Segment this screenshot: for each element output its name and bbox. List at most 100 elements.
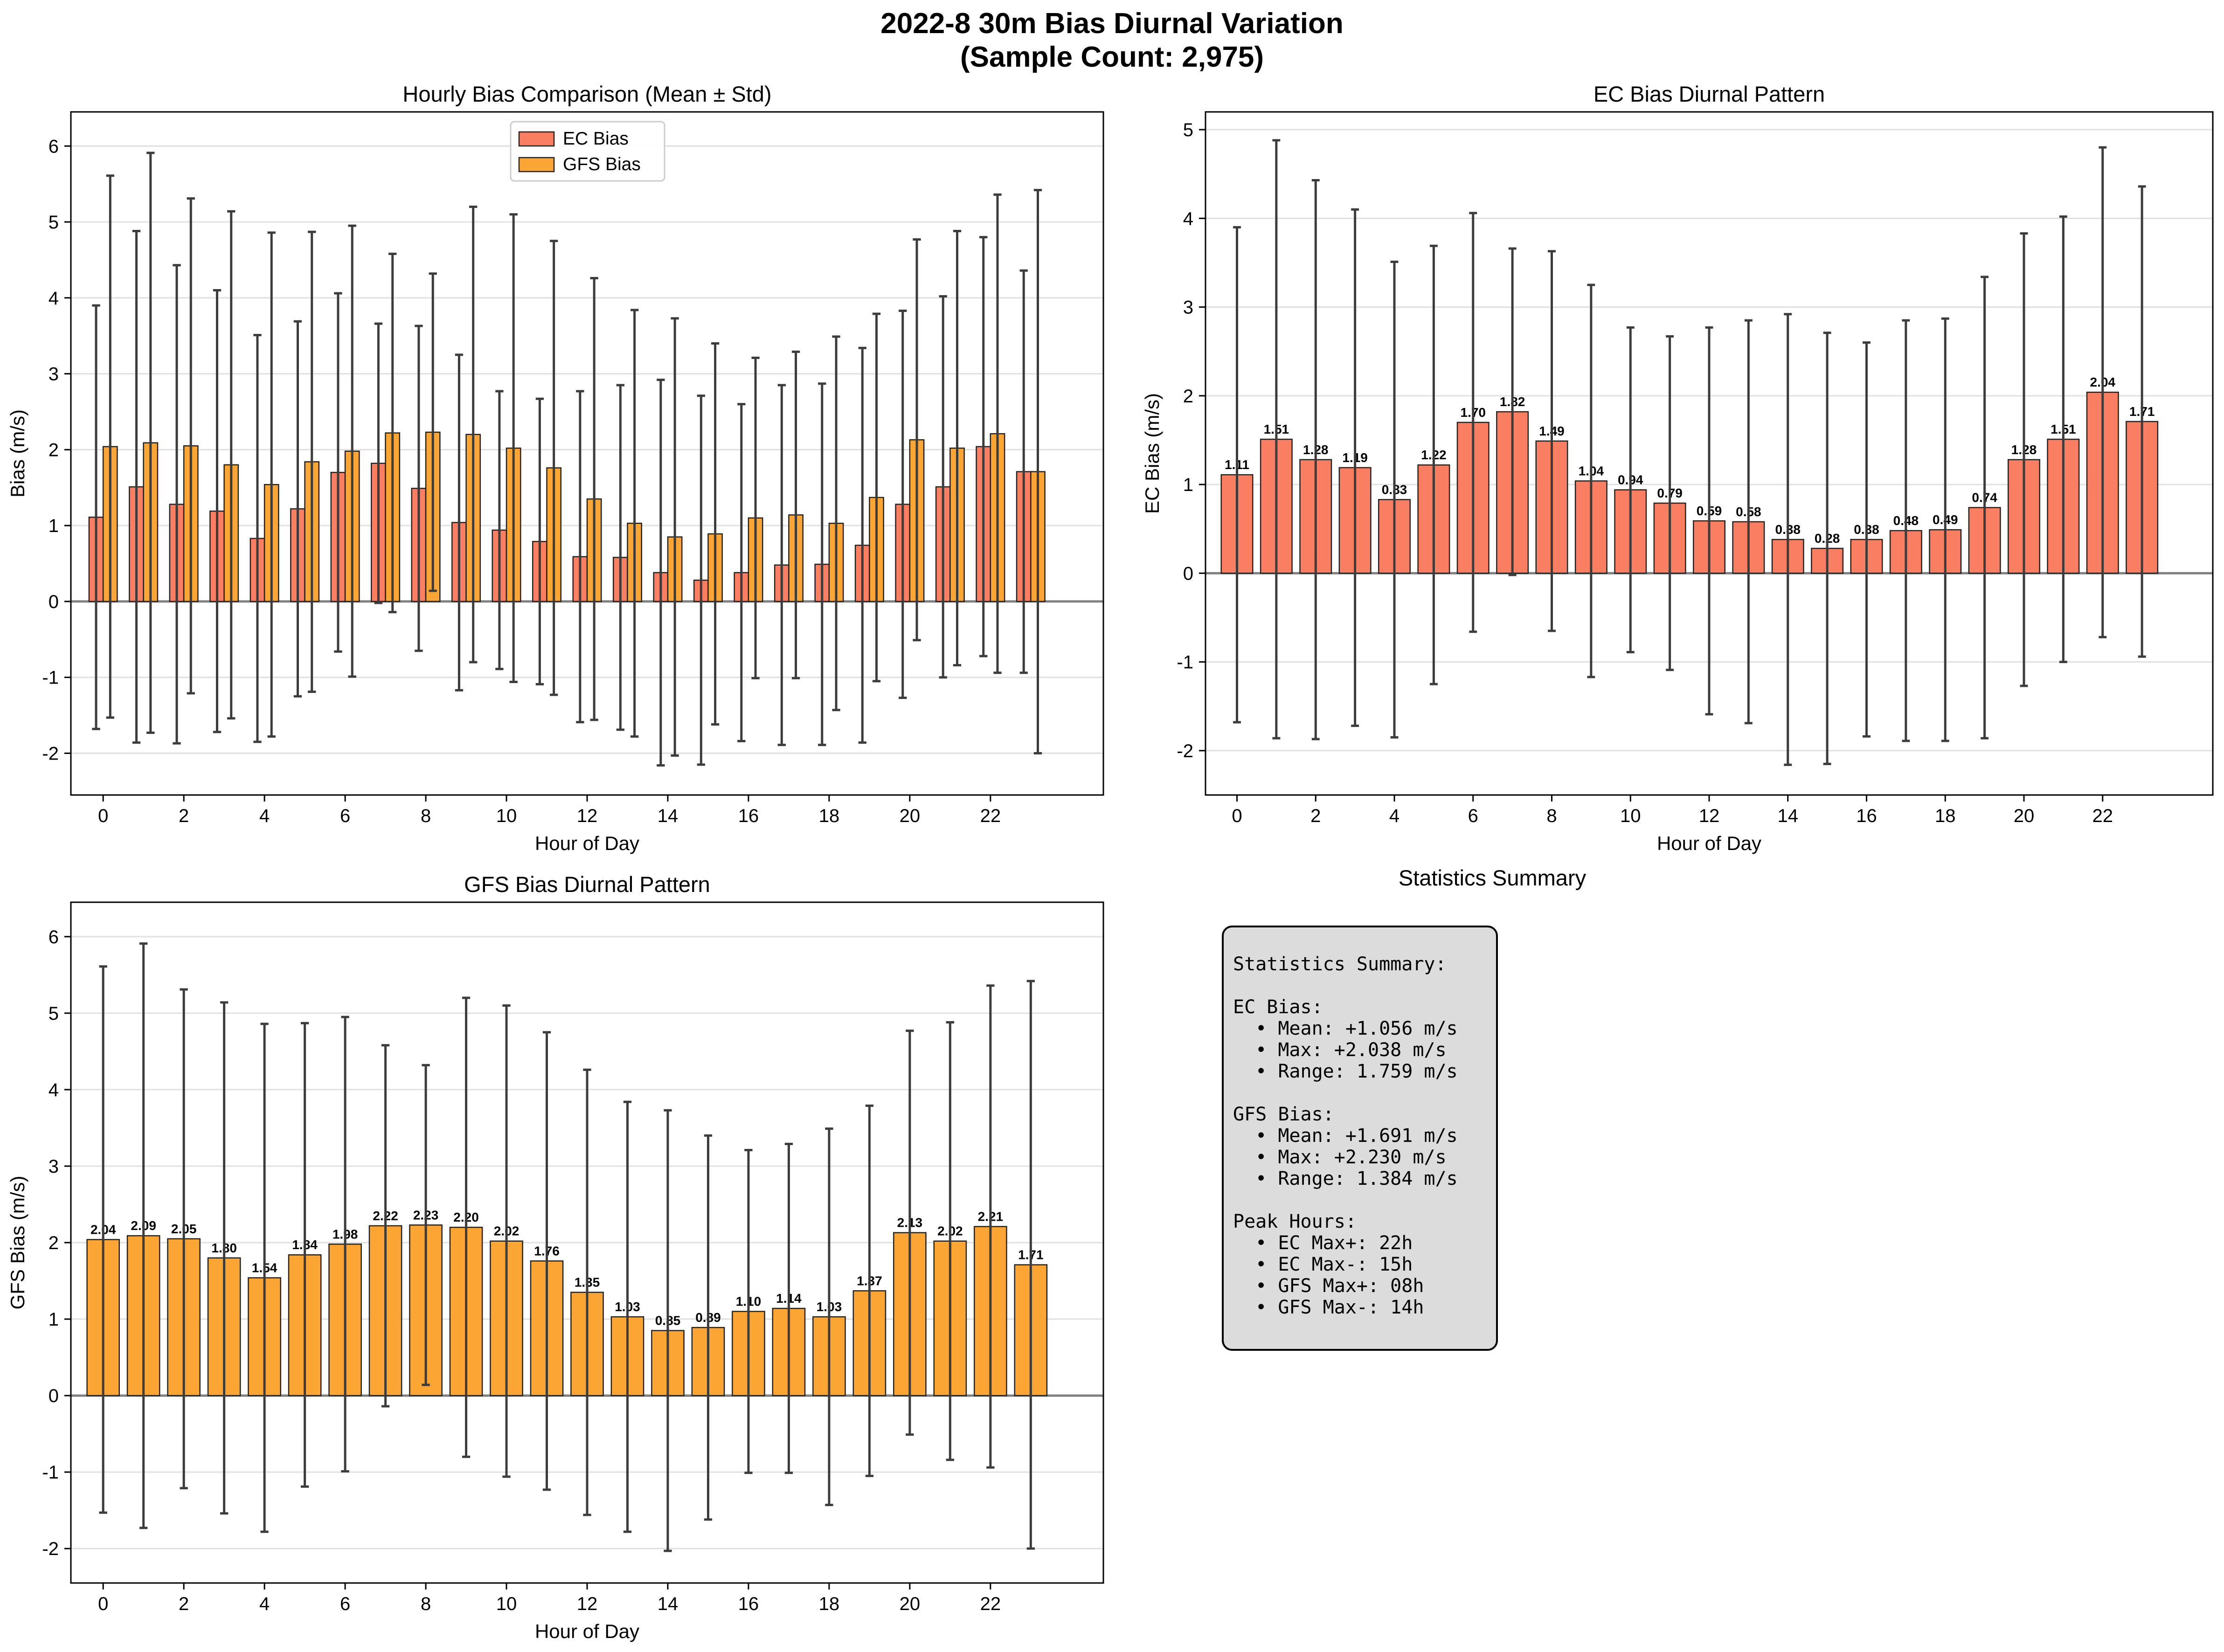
error-bar	[906, 1030, 914, 1436]
error-bar	[858, 346, 866, 744]
error-bar	[462, 996, 471, 1458]
error-bar	[422, 1064, 430, 1386]
legend: EC Bias GFS Bias	[510, 121, 665, 182]
x-tick-label: 14	[658, 806, 679, 826]
error-bar	[1941, 317, 1949, 742]
error-bar	[825, 1127, 833, 1507]
x-tick-label: 4	[259, 806, 270, 826]
error-bar	[832, 335, 840, 712]
x-tick-label: 22	[980, 806, 1001, 826]
x-tick-label: 2	[1310, 806, 1321, 826]
y-tick-label: 4	[1183, 208, 1193, 229]
error-bar	[220, 1001, 229, 1515]
error-bar	[583, 1068, 591, 1516]
error-bar	[744, 1149, 753, 1474]
x-tick-label: 2	[179, 806, 189, 826]
error-bar	[253, 334, 262, 743]
error-bar	[623, 1100, 632, 1533]
x-tick-label: 12	[577, 806, 598, 826]
stats-panel-title: Statistics Summary	[1398, 865, 1587, 890]
x-tick-label: 10	[1620, 806, 1641, 826]
error-bar	[872, 312, 881, 683]
x-tick-label: 14	[1778, 806, 1799, 826]
error-bar	[671, 317, 679, 757]
error-bar	[704, 1134, 713, 1521]
x-tick-label: 16	[738, 806, 759, 826]
error-bar	[415, 325, 423, 652]
error-bar	[502, 1004, 511, 1478]
error-bar	[550, 240, 558, 696]
y-tick-label: -1	[42, 1462, 59, 1483]
error-bar	[664, 1109, 672, 1552]
stats-box	[1222, 926, 1498, 1351]
y-tick-label: 1	[48, 516, 59, 536]
y-axis-label: EC Bias (m/s)	[1141, 393, 1163, 514]
error-bar	[1351, 208, 1359, 727]
y-tick-label: -1	[1177, 652, 1193, 673]
error-bar	[711, 342, 720, 726]
x-tick-label: 4	[1389, 806, 1400, 826]
error-bar	[791, 350, 800, 679]
error-bar	[92, 304, 100, 730]
error-bar	[132, 230, 141, 744]
y-tick-label: 5	[1183, 120, 1193, 140]
x-tick-label: 12	[1699, 806, 1720, 826]
y-tick-label: 4	[48, 288, 59, 309]
error-bar	[509, 213, 518, 683]
y-tick-label: 3	[1183, 297, 1193, 318]
error-bar	[1863, 341, 1871, 738]
x-tick-label: 0	[98, 1594, 108, 1614]
y-tick-label: 0	[48, 592, 59, 612]
error-bar	[180, 988, 188, 1490]
error-bar	[576, 390, 584, 724]
error-bar	[173, 264, 181, 745]
error-bar	[939, 295, 947, 679]
y-tick-label: 0	[1183, 563, 1193, 584]
legend-label: EC Bias	[563, 129, 629, 149]
legend-label: GFS Bias	[563, 154, 641, 174]
x-tick-label: 16	[1856, 806, 1877, 826]
error-bar	[1744, 319, 1753, 725]
error-bar	[213, 289, 222, 733]
error-bar	[300, 1022, 309, 1488]
error-bar	[308, 230, 316, 693]
error-bar	[1233, 226, 1241, 724]
error-bar	[146, 152, 155, 734]
error-bar	[1019, 269, 1028, 674]
error-bar	[953, 230, 962, 667]
x-tick-label: 20	[2014, 806, 2035, 826]
error-bar	[267, 231, 276, 738]
y-tick-label: 2	[1183, 386, 1193, 407]
error-bar	[374, 322, 383, 604]
figure-title-line1: 2022-8 30m Bias Diurnal Variation	[880, 7, 1344, 40]
x-tick-label: 8	[421, 1594, 431, 1614]
y-tick-label: 5	[48, 212, 59, 233]
y-tick-label: 5	[48, 1003, 59, 1024]
error-bar	[1026, 980, 1035, 1550]
panel-ec: 1.111.511.281.190.831.221.701.821.491.04…	[1141, 82, 2214, 854]
y-tick-label: 1	[48, 1309, 59, 1330]
y-tick-label: 6	[48, 927, 59, 947]
x-tick-label: 6	[340, 806, 350, 826]
error-bar	[2020, 232, 2028, 687]
plot-frame	[70, 111, 1104, 796]
error-bar	[1902, 319, 1910, 742]
y-tick-label: -1	[42, 668, 59, 688]
y-tick-label: 1	[1183, 475, 1193, 495]
y-tick-label: -2	[1177, 741, 1193, 761]
error-bar	[1705, 326, 1713, 716]
error-bar	[986, 984, 995, 1469]
error-bar	[106, 174, 114, 719]
y-axis-label: GFS Bias (m/s)	[7, 1175, 28, 1309]
error-bar	[293, 320, 302, 698]
error-bar	[455, 353, 464, 691]
error-bar	[1626, 326, 1635, 654]
error-bar	[2099, 146, 2107, 638]
error-bar	[1390, 261, 1399, 739]
error-bar	[429, 272, 437, 592]
error-bar	[260, 1023, 269, 1533]
y-tick-label: 6	[48, 136, 59, 157]
x-tick-label: 12	[577, 1594, 598, 1614]
error-bar	[1784, 313, 1792, 766]
